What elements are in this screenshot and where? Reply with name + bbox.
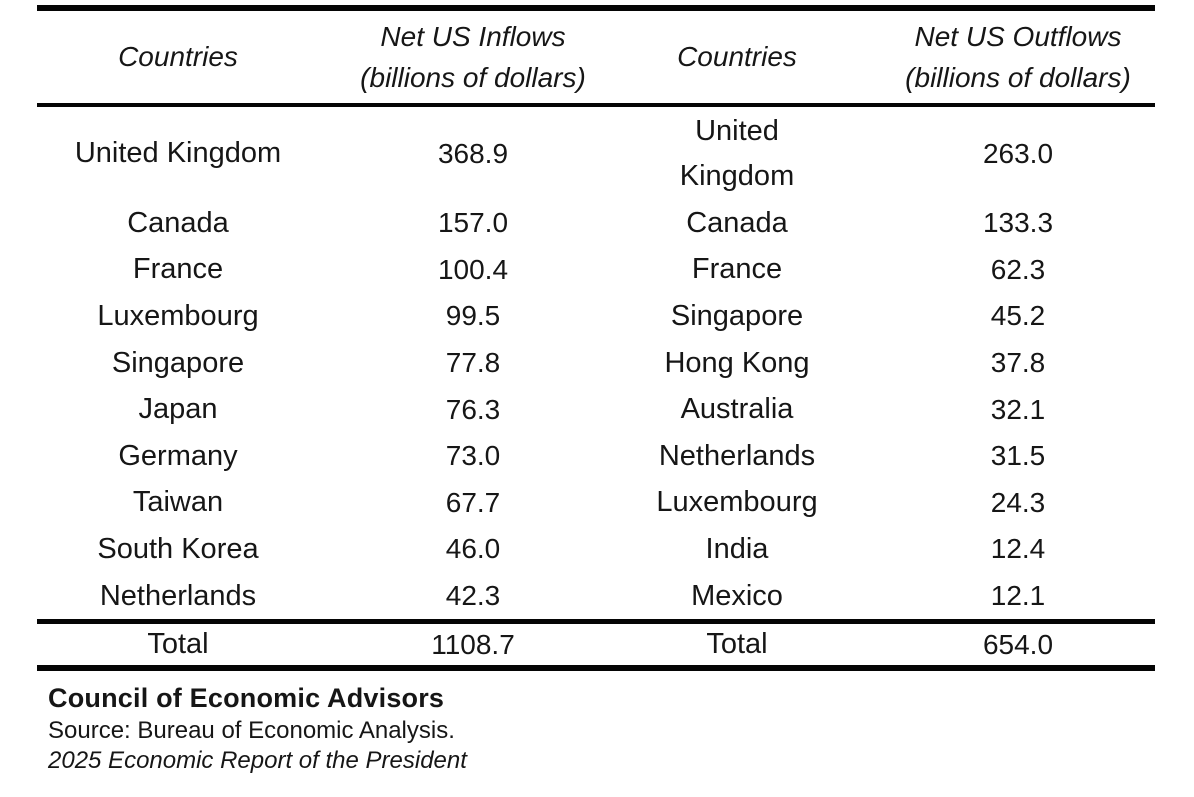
outflow-country: Luxembourg (656, 486, 818, 519)
table-row: France 100.4 France 62.3 (37, 247, 1155, 294)
table-row: Canada 157.0 Canada 133.3 (37, 200, 1155, 247)
inflow-country: United Kingdom (74, 137, 282, 169)
inflow-total-label: Total (147, 628, 209, 661)
inflow-value: 77.8 (445, 347, 501, 379)
outflow-value: 12.1 (990, 580, 1046, 612)
outflow-value: 263.0 (982, 137, 1054, 169)
outflow-country: Netherlands (658, 439, 816, 472)
outflow-country: Mexico (691, 579, 783, 612)
inflow-value: 100.4 (437, 253, 509, 285)
inflow-value: 73.0 (445, 440, 501, 472)
inflow-value: 368.9 (437, 137, 509, 169)
outflow-value: 24.3 (990, 486, 1046, 518)
outflow-country: Canada (686, 206, 788, 239)
outflow-country: Singapore (670, 299, 804, 332)
header-net-us-inflows: Net US Inflows (billions of dollars) (319, 16, 627, 98)
outflow-value: 37.8 (990, 347, 1046, 379)
total-top-rule (37, 619, 1155, 625)
outflow-country: Australia (680, 393, 794, 426)
outflow-value: 31.5 (990, 440, 1046, 472)
outflow-country: India (705, 532, 769, 565)
inflow-value: 99.5 (445, 300, 501, 332)
table-row: Taiwan 67.7 Luxembourg 24.3 (37, 480, 1155, 527)
outflow-value: 133.3 (982, 207, 1054, 239)
table-row: Japan 76.3 Australia 32.1 (37, 386, 1155, 433)
table-header-row: Countries Net US Inflows (billions of do… (37, 11, 1155, 103)
inflow-country: Luxembourg (97, 299, 259, 332)
outflow-value: 12.4 (990, 533, 1046, 565)
inflow-total-value: 1108.7 (431, 628, 515, 660)
inflow-value: 76.3 (445, 393, 501, 425)
inflow-country: Singapore (111, 346, 245, 379)
inflow-country: Germany (118, 439, 238, 472)
header-countries-outflow: Countries (677, 41, 797, 72)
cropped-title-descenders (37, 0, 1155, 5)
inflow-country: South Korea (97, 532, 259, 565)
inflow-value: 157.0 (437, 207, 509, 239)
table-footer: Council of Economic Advisors Source: Bur… (37, 681, 1155, 776)
inflow-country: France (132, 253, 224, 286)
outflow-value: 32.1 (990, 393, 1046, 425)
outflow-total-value: 654.0 (982, 628, 1054, 660)
inflow-value: 67.7 (445, 486, 501, 518)
header-inflows-unit: (billions of dollars) (360, 62, 586, 93)
table-row: Luxembourg 99.5 Singapore 45.2 (37, 293, 1155, 340)
outflow-value: 45.2 (990, 300, 1046, 332)
outflow-country: Hong Kong (664, 346, 810, 379)
outflow-value: 62.3 (990, 253, 1046, 285)
inflow-country: Netherlands (99, 579, 257, 612)
inflow-country: Canada (127, 206, 229, 239)
table-row: Singapore 77.8 Hong Kong 37.8 (37, 340, 1155, 387)
inflow-value: 46.0 (445, 533, 501, 565)
header-outflows-unit: (billions of dollars) (905, 62, 1131, 93)
table-bottom-rule (37, 665, 1155, 672)
outflow-country: France (691, 253, 783, 286)
header-outflows-title: Net US Outflows (914, 21, 1122, 52)
inflow-value: 42.3 (445, 580, 501, 612)
table-row: South Korea 46.0 India 12.4 (37, 526, 1155, 573)
header-net-us-outflows: Net US Outflows (billions of dollars) (857, 16, 1155, 98)
table-row: Germany 73.0 Netherlands 31.5 (37, 433, 1155, 480)
org-name: Council of Economic Advisors (48, 683, 445, 714)
outflow-total-label: Total (706, 628, 768, 661)
total-row: Total 1108.7 Total 654.0 (37, 624, 1155, 665)
source-note: Source: Bureau of Economic Analysis. (48, 717, 455, 745)
table-row: United Kingdom 368.9 United Kingdom 263.… (37, 107, 1155, 200)
header-bottom-rule (37, 103, 1155, 107)
inflow-country: Japan (138, 393, 218, 426)
header-inflows-title: Net US Inflows (380, 21, 566, 52)
data-table: Countries Net US Inflows (billions of do… (37, 0, 1155, 776)
outflow-country: United Kingdom (679, 114, 795, 192)
header-countries-inflow: Countries (118, 41, 238, 72)
report-citation: 2025 Economic Report of the President (48, 747, 467, 775)
table-row: Netherlands 42.3 Mexico 12.1 (37, 573, 1155, 620)
inflow-country: Taiwan (132, 486, 224, 519)
table-top-rule (37, 5, 1155, 11)
